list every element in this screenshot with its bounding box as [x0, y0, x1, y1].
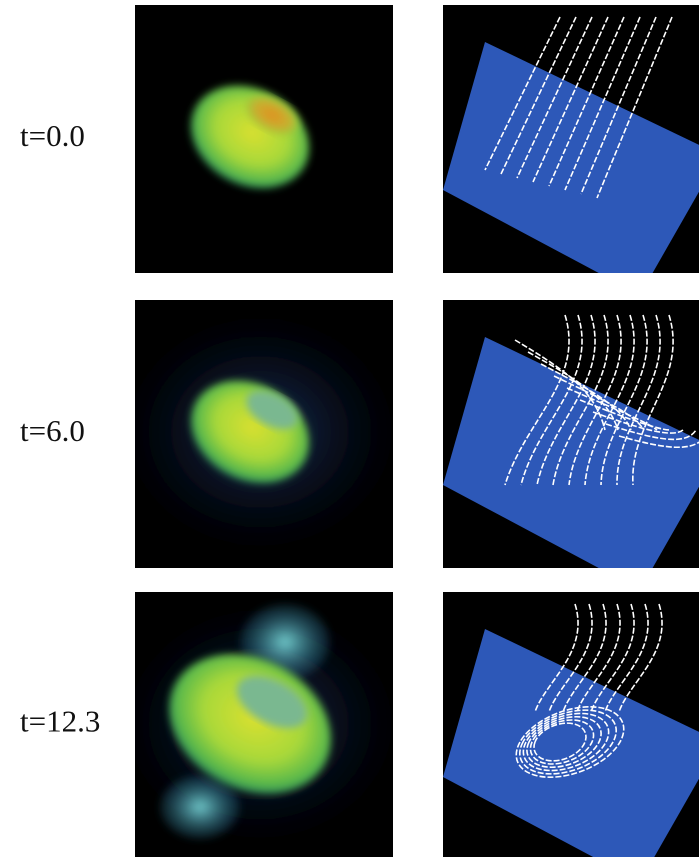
time-label: t=6.0: [20, 413, 85, 448]
volume-panel: [120, 300, 400, 568]
volume-panel: [120, 592, 400, 857]
streamline-panel: [443, 5, 699, 295]
time-label: t=12.3: [20, 704, 100, 739]
streamline-panel: [443, 300, 699, 590]
volume-panel: [135, 5, 393, 273]
streamline-panel: [443, 592, 699, 857]
figure: t=0.0 t=6.0 t=12.3: [0, 0, 699, 857]
time-label: t=0.0: [20, 118, 85, 153]
